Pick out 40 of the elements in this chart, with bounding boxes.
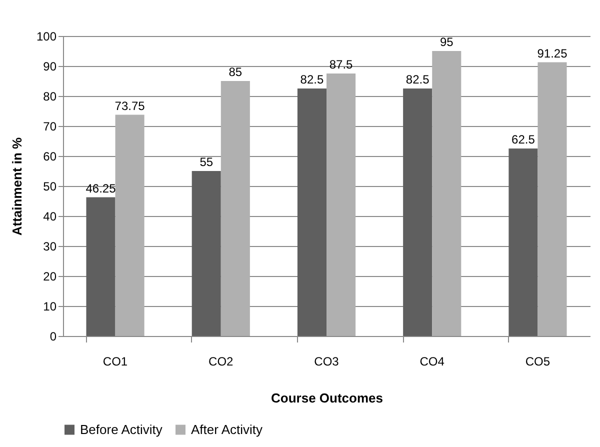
legend-label: After Activity <box>191 422 264 437</box>
y-tick-label: 30 <box>43 240 57 254</box>
bar <box>326 74 356 336</box>
bar <box>432 51 462 336</box>
data-label: 87.5 <box>329 58 354 72</box>
y-tick-label: 90 <box>43 60 57 74</box>
y-tick-label: 60 <box>43 150 57 164</box>
y-tick-label: 40 <box>43 210 57 224</box>
y-axis-title: Attainment in % <box>9 136 24 236</box>
x-tick-label: CO5 <box>525 354 550 368</box>
y-tick-label: 0 <box>50 330 57 344</box>
x-tick-label: CO2 <box>208 354 234 368</box>
bar <box>220 81 250 336</box>
data-label: 82.5 <box>300 72 324 86</box>
data-label: 91.25 <box>537 46 568 60</box>
bar <box>403 88 432 336</box>
data-label: 95 <box>440 35 454 49</box>
bar <box>297 88 326 336</box>
bar <box>508 148 538 336</box>
bar <box>538 62 567 336</box>
legend-label: Before Activity <box>80 422 163 437</box>
y-tick-label: 10 <box>43 300 57 314</box>
data-label: 46.25 <box>86 181 116 196</box>
y-tick-label: 80 <box>43 90 57 104</box>
data-label: 62.5 <box>512 132 536 146</box>
x-axis-title: Course Outcomes <box>271 390 383 406</box>
x-tick-label: CO3 <box>314 354 340 368</box>
data-label: 73.75 <box>114 98 146 113</box>
bar <box>192 171 221 336</box>
y-tick-label: 70 <box>43 120 57 134</box>
y-tick-label: 50 <box>43 180 57 194</box>
data-label: 82.5 <box>406 72 430 86</box>
x-tick-label: CO4 <box>420 354 445 368</box>
bar <box>115 114 144 336</box>
bar <box>86 197 116 336</box>
data-label: 55 <box>200 155 214 169</box>
y-tick-label: 100 <box>36 30 57 44</box>
x-tick-label: CO1 <box>102 354 128 368</box>
data-label: 85 <box>228 65 242 79</box>
y-tick-label: 20 <box>43 270 57 284</box>
